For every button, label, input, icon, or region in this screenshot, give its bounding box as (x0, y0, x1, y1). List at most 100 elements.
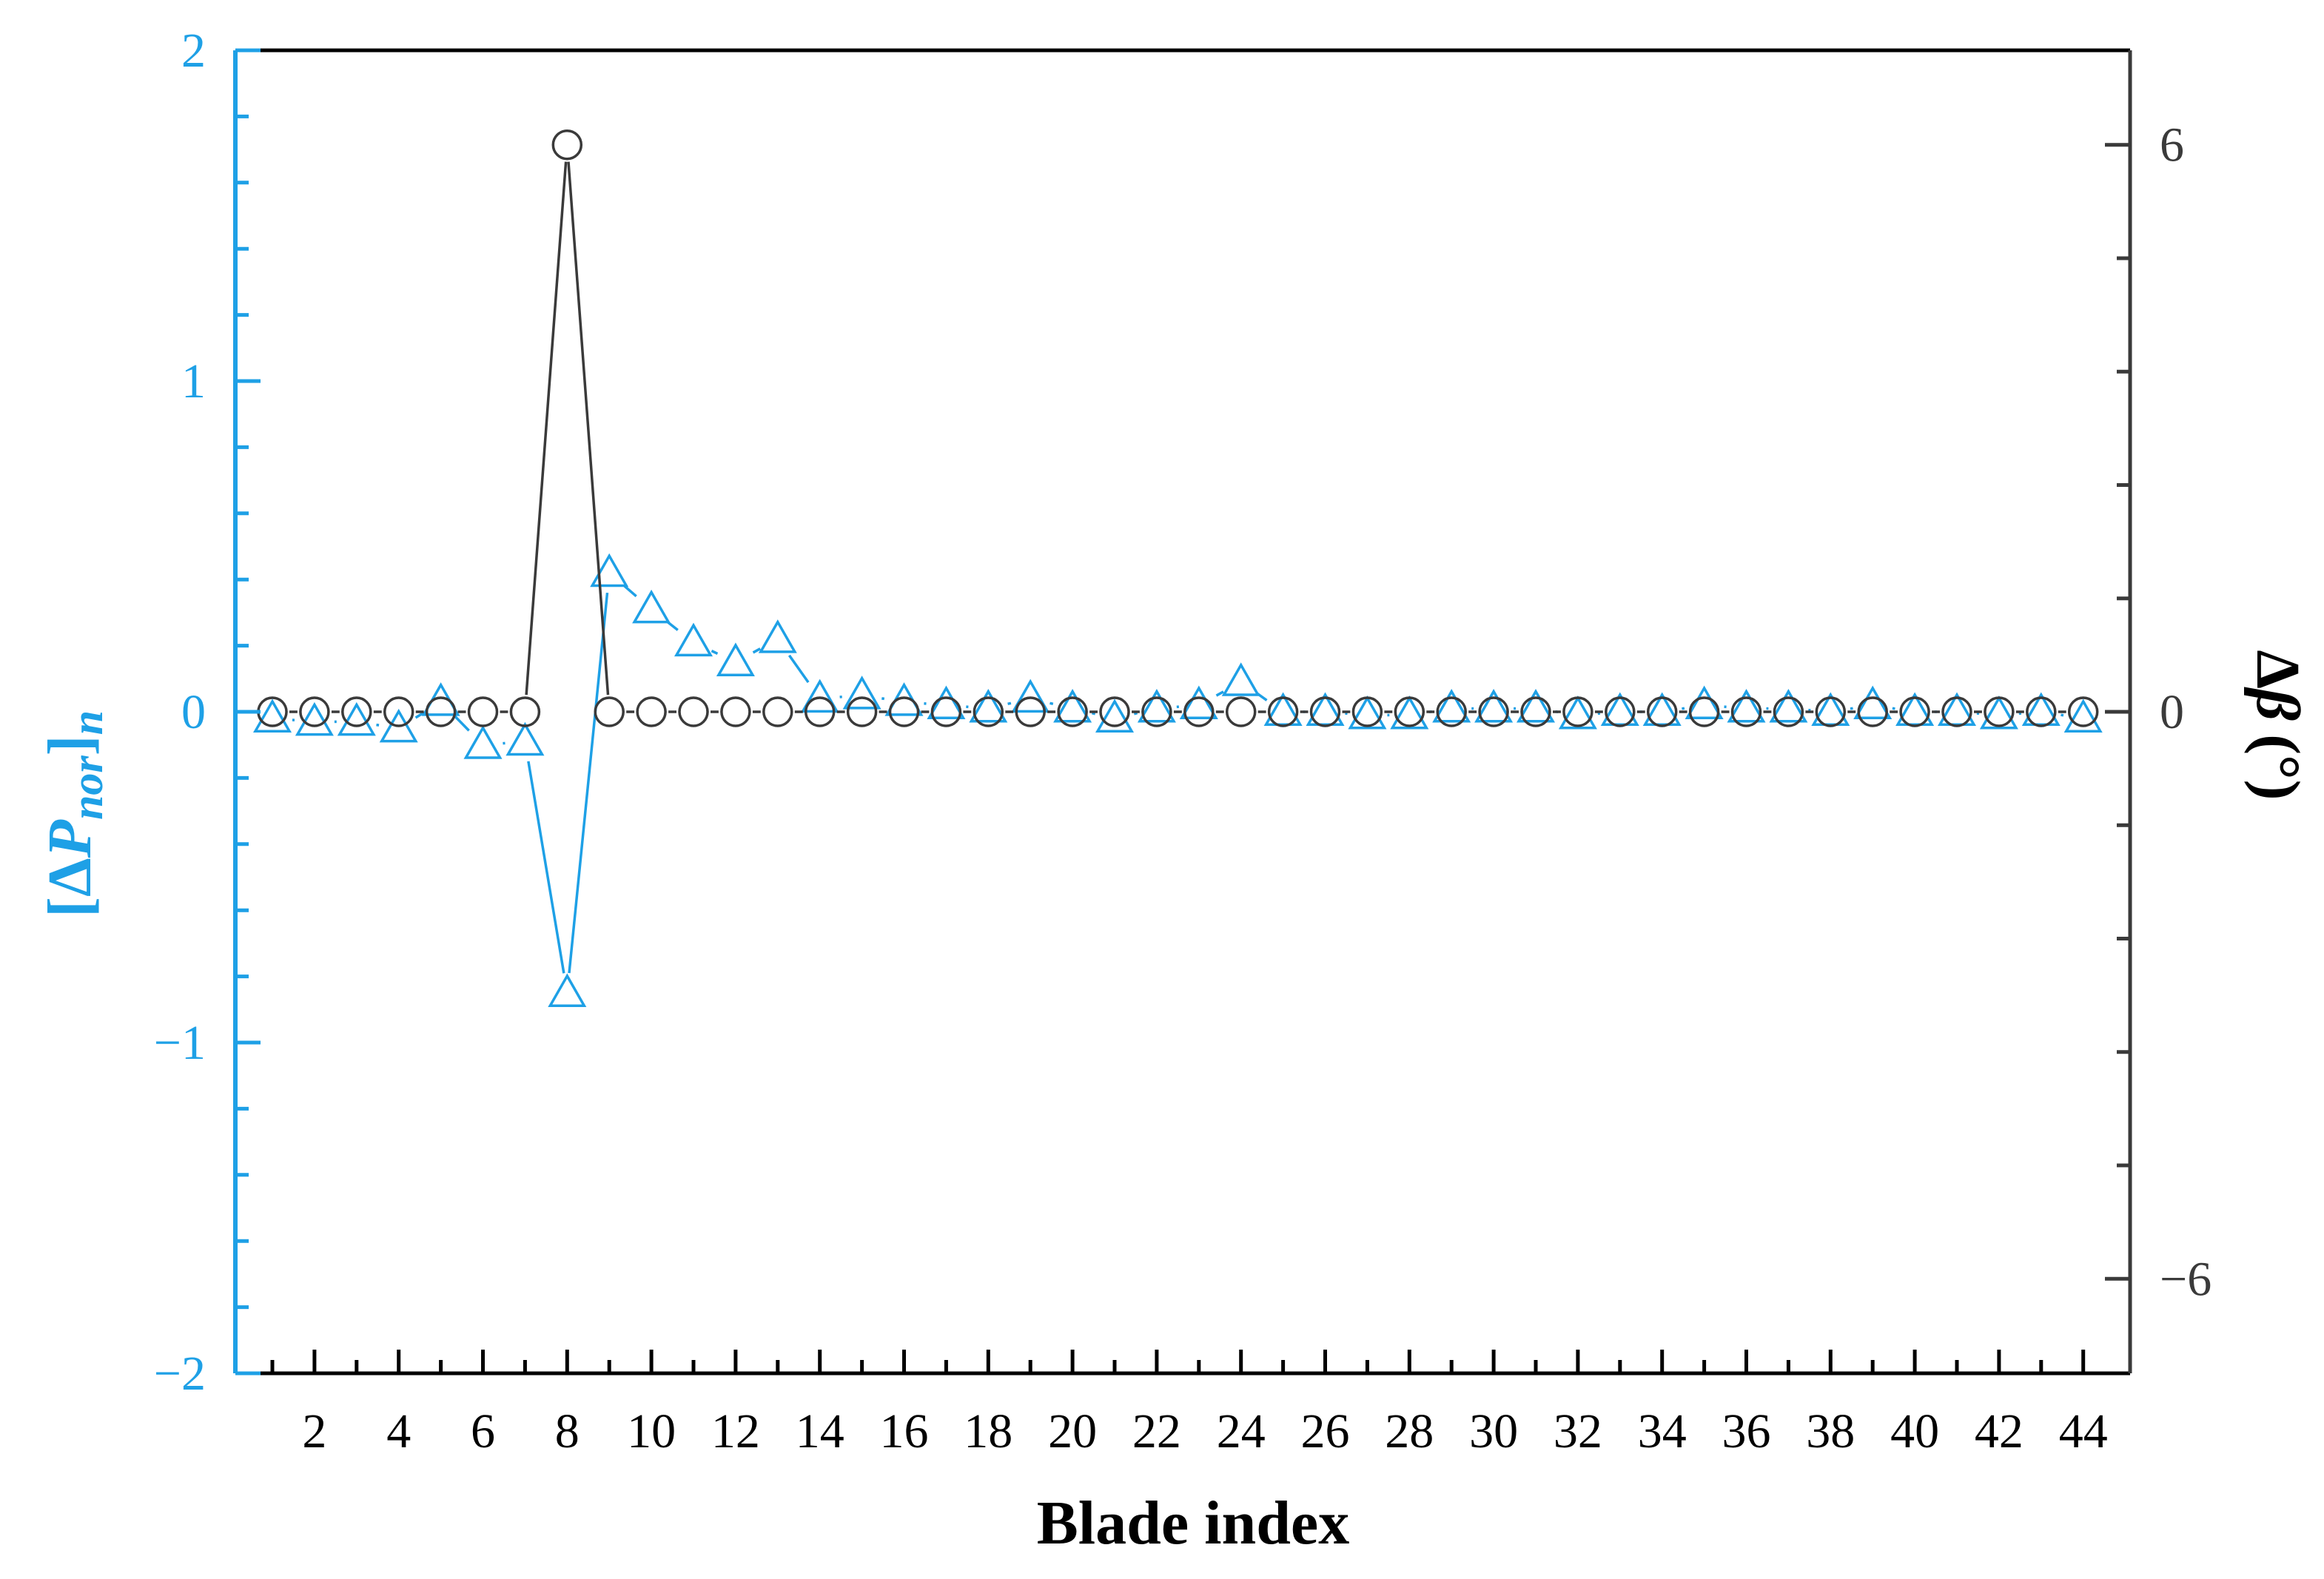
x-tick-label: 30 (1469, 1404, 1518, 1458)
triangle-marker (1685, 685, 1724, 720)
triangle-marker (590, 553, 629, 588)
circle-marker (1141, 696, 1172, 727)
triangle-marker (1727, 689, 1766, 723)
circle-marker (1899, 696, 1930, 727)
triangle-marker (2063, 698, 2103, 733)
circle-marker (341, 696, 372, 727)
series-line-segment (623, 585, 637, 598)
x-tick-label: 26 (1301, 1404, 1350, 1458)
x-tick-label: 2 (302, 1404, 326, 1458)
circle-marker (888, 696, 920, 727)
x-tick-label: 34 (1638, 1404, 1687, 1458)
left-y-tick-label: −1 (154, 1016, 206, 1070)
x-tick-label: 10 (627, 1404, 676, 1458)
triangle-marker (969, 689, 1008, 723)
triangle-marker (1390, 695, 1429, 730)
circle-marker (1225, 696, 1257, 727)
circle-marker (973, 696, 1004, 727)
triangle-marker (421, 682, 460, 716)
circle-marker (1015, 696, 1046, 727)
series-line-segment (787, 654, 810, 684)
x-tick-label: 12 (711, 1404, 760, 1458)
right-y-axis-label: Δβ(°) (2243, 650, 2312, 800)
triangle-marker (548, 973, 587, 1007)
x-tick-label: 42 (1975, 1404, 2024, 1458)
circle-marker (762, 696, 793, 727)
series-line-segment (1215, 690, 1224, 697)
triangle-marker (674, 622, 713, 657)
x-tick-label: 38 (1806, 1404, 1855, 1458)
right-y-tick-label: 6 (2160, 118, 2184, 172)
x-tick-label: 44 (2059, 1404, 2108, 1458)
triangle-marker (1979, 695, 2018, 730)
series-line-segment (376, 723, 380, 727)
left-y-tick-label: 0 (181, 685, 206, 739)
triangle-marker (716, 642, 755, 676)
series-line-segment (2061, 713, 2064, 717)
triangle-marker (506, 721, 545, 756)
circle-marker (930, 696, 962, 727)
x-tick-label: 16 (880, 1404, 929, 1458)
series-line-segment (568, 592, 609, 974)
circle-marker (1520, 696, 1551, 727)
series-line-segment (1050, 701, 1054, 706)
x-tick-label: 32 (1554, 1404, 1602, 1458)
triangle-marker (337, 701, 376, 736)
x-tick-label: 18 (964, 1404, 1012, 1458)
x-tick-label: 28 (1385, 1404, 1434, 1458)
circle-marker (1984, 696, 2015, 727)
circle-marker (509, 696, 541, 727)
x-tick-label: 36 (1722, 1404, 1771, 1458)
x-tick-label: 14 (796, 1404, 844, 1458)
circle-marker (1730, 696, 1762, 727)
left-y-tick-label: −2 (154, 1347, 206, 1401)
triangle-marker (1474, 689, 1514, 723)
circle-marker (720, 696, 751, 727)
triangle-marker (632, 589, 671, 624)
triangle-marker (1853, 685, 1893, 720)
circle-marker (678, 696, 709, 727)
circle-marker (594, 696, 625, 727)
x-tick-label: 24 (1217, 1404, 1266, 1458)
circle-marker (636, 696, 667, 727)
circle-marker (1057, 696, 1088, 727)
circle-marker (383, 696, 414, 727)
series-line-segment (752, 647, 761, 654)
circle-marker (1562, 696, 1593, 727)
circle-marker (467, 696, 499, 727)
circle-marker (846, 696, 878, 727)
circle-marker (1099, 696, 1130, 727)
triangle-marker (379, 708, 418, 743)
series-line-segment (1892, 707, 1895, 710)
circle-marker (425, 696, 457, 727)
triangle-marker (1053, 689, 1092, 723)
triangle-marker (758, 619, 797, 653)
triangle-marker (1221, 662, 1260, 696)
circle-marker (1394, 696, 1425, 727)
triangle-marker (927, 685, 966, 720)
circle-marker (1688, 696, 1720, 727)
series-line-segment (1682, 707, 1685, 710)
series-line-segment (527, 761, 565, 974)
series-line-segment (881, 697, 885, 701)
triangle-marker (1348, 695, 1387, 730)
axes: 210−1−260−62 4 6 8 10 12 14 16 18 20 22 24 26 28 30 32 3… (154, 24, 2212, 1458)
x-tick-label: 20 (1048, 1404, 1097, 1458)
triangle-marker (1137, 689, 1176, 723)
right-y-tick-label: −6 (2160, 1252, 2212, 1306)
triangle-marker (1095, 698, 1135, 733)
triangle-marker (295, 701, 334, 736)
circle-marker (804, 696, 836, 727)
circle-marker (1351, 696, 1383, 727)
circle-marker (551, 129, 583, 161)
circle-marker (1478, 696, 1509, 727)
series-line-segment (525, 161, 568, 696)
circle-marker (2067, 696, 2099, 727)
triangle-marker (1558, 695, 1597, 730)
triangle-marker (884, 682, 924, 716)
circle-marker (1267, 696, 1299, 727)
circle-marker (1605, 696, 1636, 727)
triangle-marker (252, 698, 292, 733)
triangle-marker (1179, 685, 1218, 720)
